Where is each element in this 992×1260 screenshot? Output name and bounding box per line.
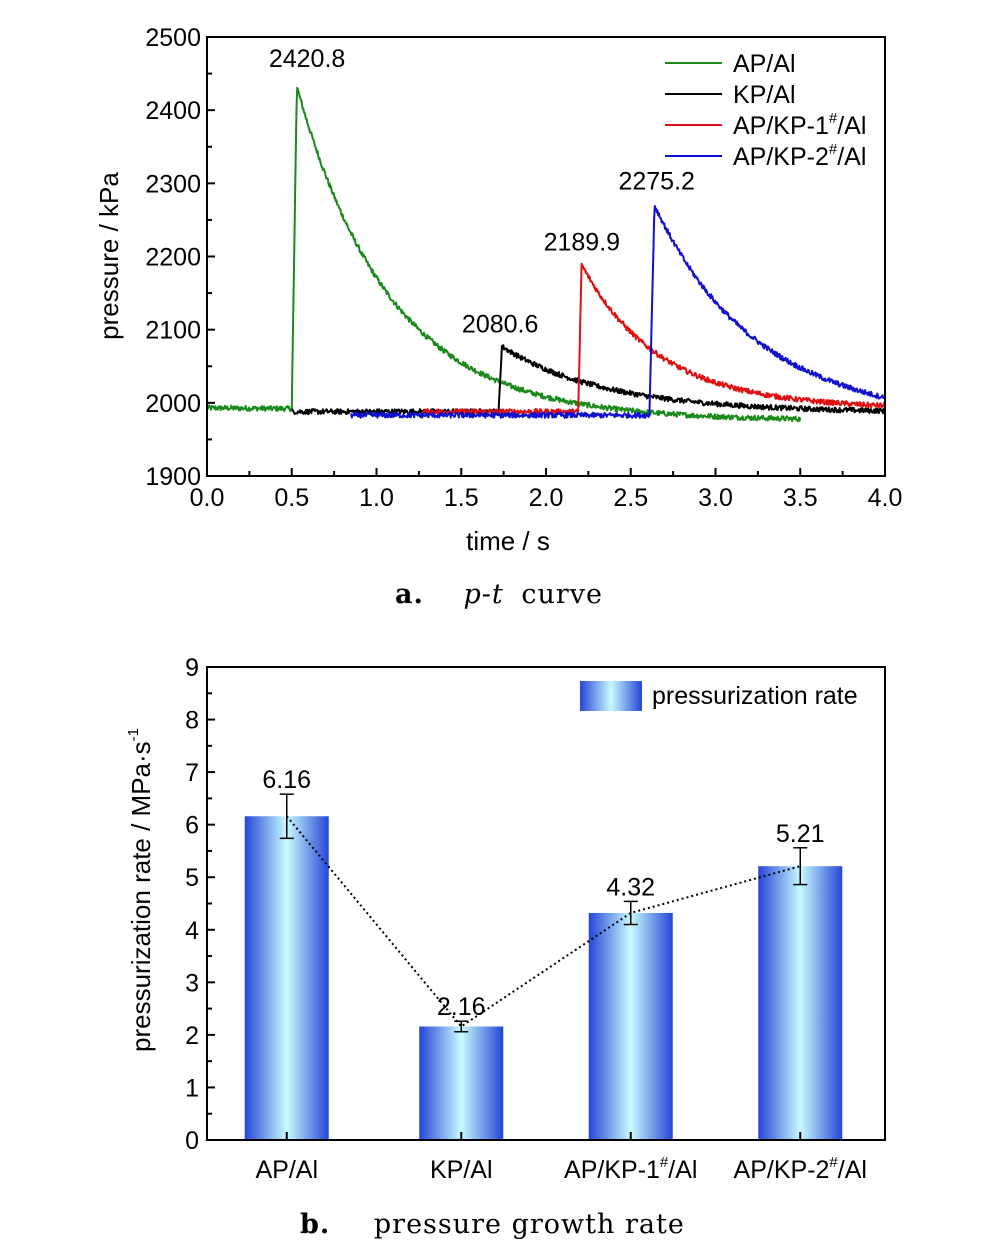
chart-b-error-bars xyxy=(279,793,808,1033)
chart-a-y-tick-label: 2100 xyxy=(145,317,201,345)
chart-a-caption-letter: a. xyxy=(395,579,424,610)
chart-a-x-tick-label: 2.0 xyxy=(529,484,564,512)
chart-a-y-ticks: 1900 2000 2100 2200 2300 2400 2500 xyxy=(145,24,215,491)
chart-b-y-ticks: 0 1 2 3 4 5 6 7 8 9 xyxy=(185,654,215,1155)
chart-a-y-tick-label: 2200 xyxy=(145,244,201,272)
chart-b-y-tick-label: 3 xyxy=(185,969,199,997)
chart-a-series-line xyxy=(421,262,886,416)
chart-b-x-tick-label-base: AP/KP-1 xyxy=(564,1156,660,1184)
chart-b-bar xyxy=(419,1026,504,1140)
chart-a-legend-label: AP/Al xyxy=(733,50,796,78)
chart-a-peak-label: 2080.6 xyxy=(462,310,538,338)
chart-b-y-tick-label: 1 xyxy=(185,1074,199,1102)
chart-a-legend-label-base: AP/KP-1 xyxy=(733,112,829,140)
chart-a-peak-label: 2275.2 xyxy=(618,167,694,195)
chart-b-x-tick-label-base: AP/KP-2 xyxy=(734,1156,830,1184)
chart-b-y-tick-label: 2 xyxy=(185,1022,199,1050)
chart-a-legend-label-sup: # xyxy=(829,110,838,127)
chart-a-x-tick-label: 4.0 xyxy=(868,484,903,512)
chart-b-y-tick-label: 6 xyxy=(185,812,199,840)
chart-a-x-tick-label: 1.5 xyxy=(444,484,479,512)
chart-a-x-tick-label: 0.5 xyxy=(274,484,309,512)
chart-a-legend-label-tail: /Al xyxy=(837,143,866,171)
chart-b-legend-swatch xyxy=(580,681,642,711)
chart-b-y-label-sup: -1 xyxy=(125,728,142,741)
chart-b-legend-label: pressurization rate xyxy=(652,682,858,710)
chart-b-x-tick-label-base: AP/Al xyxy=(255,1156,318,1184)
chart-a-legend-label: KP/Al xyxy=(733,81,796,109)
chart-b-y-label: pressurization rate / MPa·s-1 xyxy=(125,728,156,1052)
chart-b-x-tick-label-sup: # xyxy=(829,1154,838,1171)
chart-a-series-group xyxy=(206,86,886,423)
chart-a-y-tick-label: 2000 xyxy=(145,390,201,418)
chart-a: 0.0 0.5 1.0 1.5 2.0 2.5 3.0 3.5 4.0 1900 2000 2100… xyxy=(94,24,902,610)
chart-b-x-tick-label-tail: /Al xyxy=(838,1156,867,1184)
chart-b-bar xyxy=(588,912,673,1140)
chart-a-caption-text: curve xyxy=(521,579,603,610)
chart-b-caption-letter: b. xyxy=(300,1209,330,1240)
chart-a-y-label: pressure / kPa xyxy=(94,172,124,340)
chart-b-y-tick-label: 0 xyxy=(185,1127,199,1155)
chart-b-value-label: 6.16 xyxy=(262,766,311,794)
chart-a-caption: a. p-t curve xyxy=(395,579,603,610)
chart-a-legend-label-tail: /Al xyxy=(837,112,866,140)
chart-b-legend: pressurization rate xyxy=(580,681,858,711)
chart-b-y-tick-label: 7 xyxy=(185,759,199,787)
chart-a-x-tick-label: 1.0 xyxy=(359,484,394,512)
chart-a-annotations: 2420.8 2080.6 2189.9 2275.2 xyxy=(269,45,695,339)
chart-b-x-tick-label: AP/KP-1#/Al xyxy=(564,1154,697,1184)
chart-a-legend-label-base: AP/KP-2 xyxy=(733,143,829,171)
chart-b-y-tick-label: 9 xyxy=(185,654,199,682)
chart-a-peak-label: 2420.8 xyxy=(269,45,345,73)
chart-a-y-tick-label: 2500 xyxy=(145,24,201,52)
chart-a-legend-label-sup: # xyxy=(829,141,838,158)
chart-a-x-tick-label: 0.0 xyxy=(190,484,225,512)
chart-b-x-tick-label: KP/Al xyxy=(430,1156,493,1184)
chart-a-legend-label: AP/KP-2#/Al xyxy=(733,141,866,171)
chart-b-y-tick-label: 4 xyxy=(185,917,199,945)
chart-b-value-label: 2.16 xyxy=(437,993,486,1021)
chart-b-x-tick-label: AP/KP-2#/Al xyxy=(734,1154,867,1184)
chart-b-value-labels: 6.16 2.16 4.32 5.21 xyxy=(262,766,824,1021)
chart-b-trend-line xyxy=(285,815,801,1028)
chart-b-caption: b. pressure growth rate xyxy=(300,1209,685,1240)
chart-b-y-tick-label: 5 xyxy=(185,864,199,892)
chart-a-y-tick-label: 2400 xyxy=(145,97,201,125)
chart-a-series-line xyxy=(206,86,802,423)
chart-a-y-tick-label: 1900 xyxy=(145,463,201,491)
chart-b-x-tick-label-sup: # xyxy=(660,1154,669,1171)
chart-b-x-ticks: AP/Al KP/Al AP/KP-1#/Al AP/KP-2#/Al xyxy=(255,1132,867,1184)
chart-b-bars xyxy=(244,816,843,1140)
chart-b-x-tick-label-tail: /Al xyxy=(668,1156,697,1184)
chart-b-x-tick-label: AP/Al xyxy=(255,1156,318,1184)
chart-a-legend-label-base: AP/Al xyxy=(733,50,796,78)
chart-b-x-tick-label-base: KP/Al xyxy=(430,1156,493,1184)
chart-b-y-label-text: pressurization rate / MPa·s xyxy=(126,741,156,1052)
chart-a-x-tick-label: 3.5 xyxy=(783,484,818,512)
chart-a-x-ticks: 0.0 0.5 1.0 1.5 2.0 2.5 3.0 3.5 4.0 xyxy=(190,468,903,512)
chart-b-bar xyxy=(244,816,329,1140)
chart-a-x-tick-label: 3.0 xyxy=(698,484,733,512)
chart-a-series-line xyxy=(350,205,886,419)
chart-a-legend-label-base: KP/Al xyxy=(733,81,796,109)
chart-b-caption-text: pressure growth rate xyxy=(374,1209,685,1240)
chart-a-caption-italic: p-t xyxy=(464,579,504,610)
chart-a-legend-label: AP/KP-1#/Al xyxy=(733,110,866,140)
chart-b-y-tick-label: 8 xyxy=(185,707,199,735)
chart-a-x-tick-label: 2.5 xyxy=(613,484,648,512)
chart-b-value-label: 5.21 xyxy=(776,820,825,848)
chart-a-y-tick-label: 2300 xyxy=(145,170,201,198)
chart-b-value-label: 4.32 xyxy=(606,873,655,901)
chart-a-x-label: time / s xyxy=(466,526,550,556)
chart-b-bar xyxy=(758,866,843,1140)
chart-a-peak-label: 2189.9 xyxy=(544,229,620,257)
